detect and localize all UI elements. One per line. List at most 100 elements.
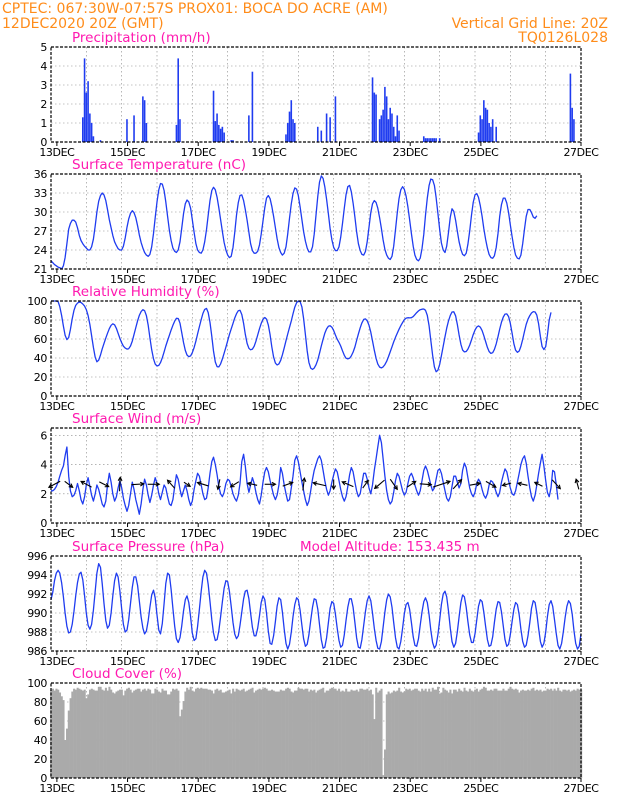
cloud-cover-bar <box>444 689 447 778</box>
cloud-cover-bar <box>382 775 385 778</box>
cloud-cover-bar <box>500 690 503 778</box>
cloud-cover-bar <box>433 689 436 778</box>
precip-bar <box>430 138 432 142</box>
cloud-cover-bar <box>569 691 572 778</box>
cloud-cover-bar <box>497 690 500 778</box>
precip-plot: 0 1 2 3 4 5 13DEC 15DEC 17DEC 19DEC 21DEC 23DEC 25DE… <box>39 41 599 159</box>
wind-arrow-shaft <box>389 478 398 490</box>
cloud-cover-bar <box>509 686 512 778</box>
wind-arrow-head <box>80 480 86 486</box>
cloud-cover-bar <box>392 690 395 778</box>
cloud-cover-bar <box>164 690 168 778</box>
cloud-cover-bar <box>475 688 478 778</box>
precip-bar <box>133 115 135 142</box>
cloud-cover-bar <box>88 689 92 778</box>
wind-arrow-head <box>186 482 192 487</box>
cloud-cover-bar <box>338 688 341 778</box>
precip-bar <box>179 119 181 142</box>
cloud-cover-bar <box>523 690 526 778</box>
cloud-x-tick-label: 13DEC <box>39 782 75 795</box>
wind-arrow-head <box>271 481 277 487</box>
cloud-cover-bar <box>265 688 268 778</box>
precip-bar <box>382 109 384 142</box>
cloud-cover-bar <box>505 690 508 778</box>
cloud-cover-bar <box>398 687 401 778</box>
temperature-plot: 21 24 27 30 33 36 13DEC 15DEC 17DEC 19DEC 21DEC 23D… <box>34 168 600 286</box>
wind-arrow-shaft <box>551 479 561 490</box>
precip-bar <box>378 119 381 142</box>
pressure-panel: Surface Pressure (hPa) Model Altitude: 1… <box>27 539 599 668</box>
cloud-cover-bar <box>456 691 459 778</box>
cloud-x-tick-label: 15DEC <box>110 782 146 795</box>
cloud-cover-bar <box>292 692 295 778</box>
pressure-x-tick-label: 19DEC <box>251 655 287 668</box>
precip-y-tick: 5 <box>40 41 47 54</box>
wind-panel: Surface Wind (m/s) 0 2 4 6 13DEC 15DEC 17DEC 19… <box>39 411 599 540</box>
cloud-cover-bar <box>357 691 360 778</box>
cloud-cover-bar <box>308 691 311 778</box>
precip-bar <box>373 92 376 142</box>
cloud-cover-bar <box>216 688 219 778</box>
cloud-cover-bar <box>101 689 104 778</box>
cloud-cover-bar <box>371 694 374 778</box>
cloud-frame <box>50 682 582 779</box>
cloud-cover-bar <box>311 690 314 778</box>
wind-arrow-shaft <box>119 477 121 492</box>
cloud-cover-bar <box>92 689 95 778</box>
precip-bar <box>394 136 397 142</box>
cloud-cover-bar <box>401 692 404 778</box>
cloud-cover-bar <box>240 689 243 778</box>
precip-panel: Precipitation (mm/h) 0 1 2 3 4 5 13DEC 15DEC 17D… <box>39 30 599 159</box>
cloud-cover-bar <box>180 709 183 778</box>
precip-bar <box>438 138 441 142</box>
cloud-cover-bar <box>452 689 455 778</box>
wind-arrow-head <box>104 483 110 488</box>
cloud-cover-bar <box>129 689 132 778</box>
wind-arrow-head <box>301 476 307 483</box>
precip-bar <box>230 140 232 142</box>
precip-bar <box>92 136 95 142</box>
wind-x-tick-label: 13DEC <box>39 527 75 540</box>
cloud-cover-bar <box>120 689 123 778</box>
precip-bar <box>175 124 178 142</box>
cloud-cover-bar <box>302 689 305 778</box>
cloud-cover-bar <box>299 688 302 778</box>
cloud-cover-bar <box>486 690 489 778</box>
cloud-cover-bar <box>161 688 164 778</box>
cloud-cover-bar <box>246 690 249 778</box>
cloud-cover-bar <box>290 691 293 778</box>
humidity-x-tick-label: 13DEC <box>39 400 75 413</box>
cloud-cover-bar <box>380 688 383 778</box>
cloud-cover-bar <box>362 689 365 778</box>
cloud-y-tick: 20 <box>34 753 48 766</box>
humidity-x-tick-label: 27DEC <box>563 400 599 413</box>
pressure-x-tick-label: 13DEC <box>39 655 75 668</box>
cloud-cover-bar <box>122 695 125 778</box>
precip-x-tick-label: 13DEC <box>39 146 75 159</box>
cloud-cover-bar <box>66 728 69 778</box>
wind-arrow-head <box>501 482 507 487</box>
wind-arrow-head <box>246 481 252 487</box>
cloud-cover-bar <box>209 689 212 778</box>
cloud-cover-bar <box>403 691 406 778</box>
cloud-cover-bar <box>182 701 185 778</box>
wind-arrow-head <box>491 483 497 488</box>
precip-bar <box>294 123 296 142</box>
cloud-cover-bar <box>512 689 516 778</box>
cloud-cover-bar <box>187 689 190 778</box>
cloud-cover-bar <box>560 691 563 778</box>
humidity-title: Relative Humidity (%) <box>72 284 220 300</box>
cloud-cover-bar <box>541 691 544 778</box>
wind-arrow-shaft <box>80 480 92 488</box>
precip-bar <box>426 138 429 142</box>
cloud-cover-bar <box>332 688 335 778</box>
precip-bar <box>99 140 102 142</box>
cloud-cover-bar <box>251 687 254 778</box>
cloud-cover-bar <box>428 688 431 778</box>
cloud-cover-bar <box>133 690 136 778</box>
precip-bar <box>90 123 93 142</box>
cloud-cover-bar <box>163 690 166 778</box>
cloud-cover-bar <box>212 693 215 778</box>
precip-bar <box>223 132 225 142</box>
humidity-plot-area <box>51 301 581 396</box>
